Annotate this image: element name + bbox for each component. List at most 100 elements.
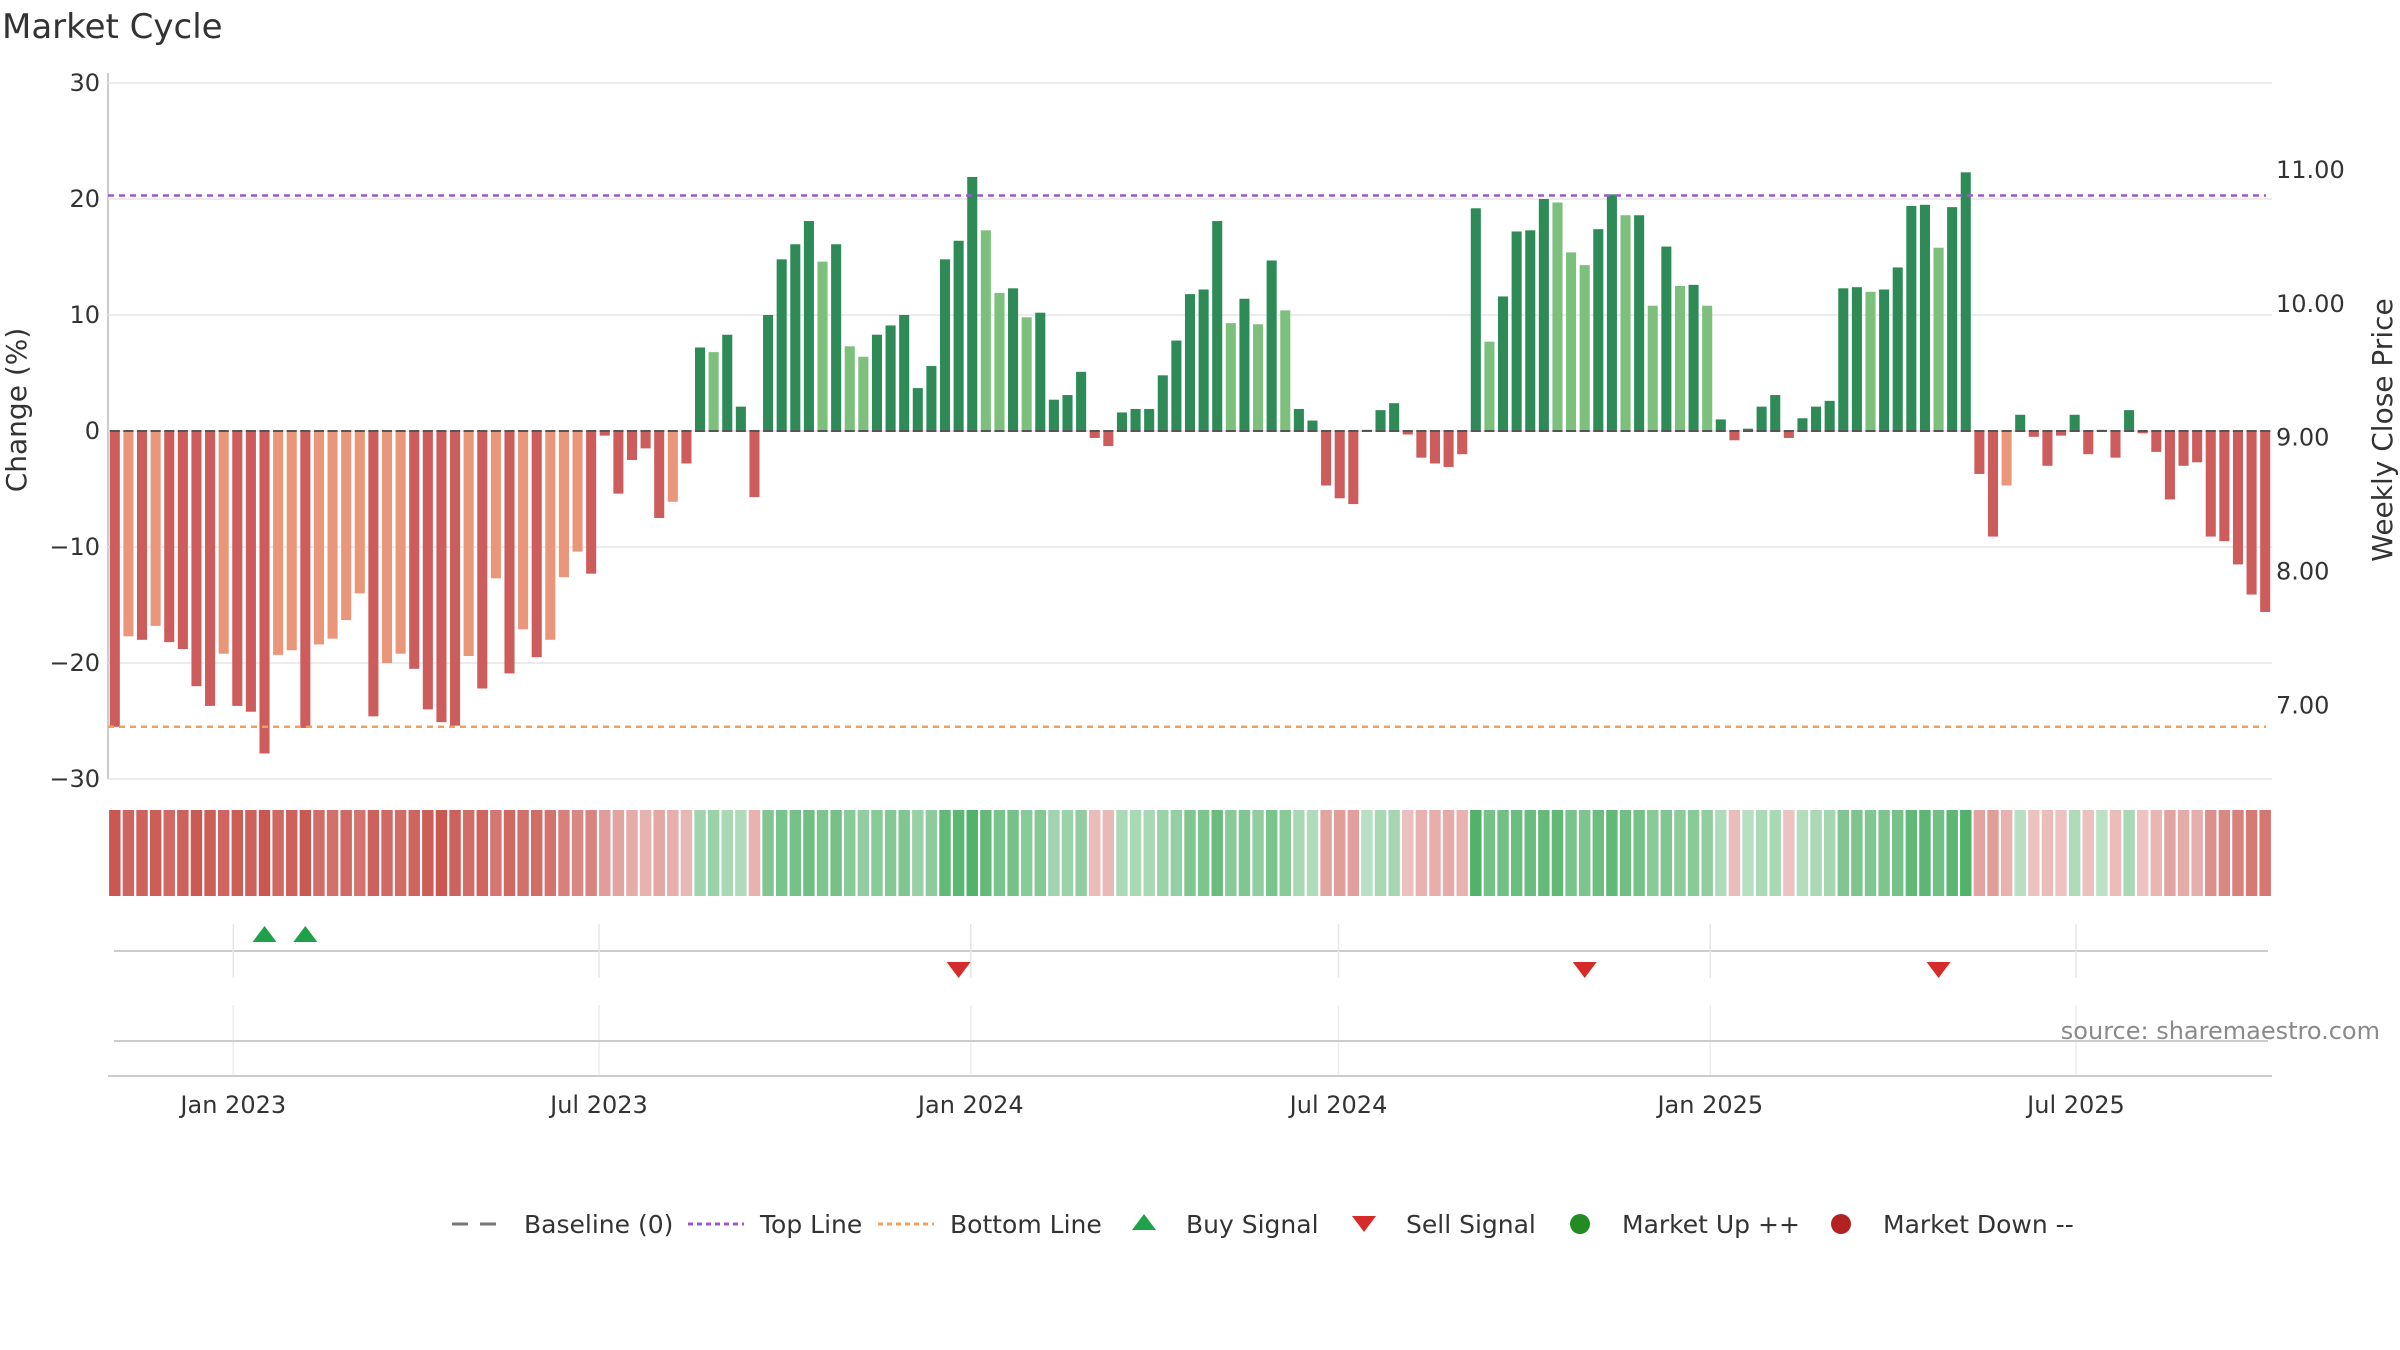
legend-swatch bbox=[1570, 1214, 1590, 1234]
baseline-segment bbox=[1702, 430, 1713, 432]
change-bar bbox=[1811, 406, 1822, 431]
baseline-segment bbox=[1402, 430, 1413, 432]
baseline-segment bbox=[232, 430, 243, 432]
baseline-segment bbox=[286, 430, 297, 432]
x-axis-ticks: Jan 2023 Jul 2023 Jan 2024 Jul 2024 Jan 2025… bbox=[178, 1091, 2124, 1119]
x-tick-label: Jul 2025 bbox=[2025, 1091, 2125, 1119]
change-bar bbox=[1688, 284, 1699, 431]
change-bar bbox=[1634, 215, 1645, 431]
baseline-segment bbox=[654, 430, 665, 432]
band-cell bbox=[326, 810, 339, 896]
band-cell bbox=[1728, 810, 1741, 896]
change-bar bbox=[586, 431, 597, 574]
band-cell bbox=[1116, 810, 1128, 896]
change-bar bbox=[354, 431, 365, 594]
baseline-segment bbox=[912, 430, 923, 432]
change-bar bbox=[490, 431, 501, 579]
change-bar bbox=[1538, 199, 1549, 431]
baseline-segment bbox=[354, 430, 365, 432]
baseline-segment bbox=[1116, 430, 1127, 432]
baseline-segment bbox=[1443, 430, 1454, 432]
baseline-segment bbox=[245, 430, 256, 432]
band-cell bbox=[381, 810, 393, 896]
baseline-segment bbox=[1375, 430, 1386, 432]
band-cell bbox=[871, 810, 883, 896]
baseline-segment bbox=[136, 430, 148, 432]
change-bar bbox=[1457, 431, 1468, 455]
baseline-segment bbox=[790, 430, 801, 432]
change-bar bbox=[1620, 215, 1631, 431]
x-tick-label: Jul 2023 bbox=[548, 1091, 648, 1119]
change-bar bbox=[422, 431, 433, 710]
change-bar bbox=[1429, 431, 1441, 464]
band-cell bbox=[1034, 810, 1047, 896]
change-bar bbox=[572, 431, 583, 552]
baseline-segment bbox=[2164, 430, 2175, 432]
baseline-segment bbox=[2192, 430, 2203, 432]
change-bar bbox=[1307, 420, 1318, 431]
change-bar bbox=[1579, 265, 1590, 431]
band-cell bbox=[1225, 810, 1237, 896]
baseline-segment bbox=[1511, 430, 1522, 432]
baseline-segment bbox=[1933, 430, 1944, 432]
band-cell bbox=[1796, 810, 1809, 896]
band-cell bbox=[816, 810, 829, 896]
change-bar bbox=[1838, 288, 1849, 431]
band-cell bbox=[789, 810, 802, 896]
legend-label: Top Line bbox=[759, 1210, 862, 1239]
band-cell bbox=[2000, 810, 2013, 896]
band-cell bbox=[286, 810, 298, 896]
change-bar bbox=[368, 431, 379, 717]
change-bar bbox=[1484, 341, 1495, 431]
band-cell bbox=[1619, 810, 1632, 896]
band-cell bbox=[1361, 810, 1373, 896]
band-cell bbox=[1674, 810, 1686, 896]
baseline-segment bbox=[681, 430, 692, 432]
change-bar bbox=[626, 431, 638, 460]
band-cell bbox=[2014, 810, 2026, 896]
baseline-segment bbox=[953, 430, 964, 432]
band-cell bbox=[258, 810, 271, 896]
baseline-segment bbox=[518, 430, 529, 432]
band-cell bbox=[2150, 810, 2163, 896]
change-bar bbox=[1783, 431, 1794, 438]
baseline-segment bbox=[1538, 430, 1549, 432]
band-cell bbox=[2082, 810, 2094, 896]
empty-panel bbox=[108, 1005, 2272, 1077]
baseline-segment bbox=[1552, 430, 1563, 432]
baseline-segment bbox=[749, 430, 760, 432]
change-bar bbox=[1008, 288, 1019, 431]
change-bar bbox=[2232, 431, 2244, 565]
change-bar bbox=[1552, 202, 1563, 431]
band-cell bbox=[1742, 810, 1754, 896]
band-cell bbox=[612, 810, 625, 896]
change-bar bbox=[286, 431, 297, 651]
baseline-segment bbox=[899, 430, 910, 432]
baseline-segment bbox=[1497, 430, 1509, 432]
baseline-segment bbox=[871, 430, 883, 432]
baseline-segment bbox=[205, 430, 216, 432]
baseline-segment bbox=[477, 430, 488, 432]
legend-label: Sell Signal bbox=[1406, 1210, 1536, 1239]
change-bar bbox=[1797, 418, 1808, 431]
change-bar bbox=[953, 240, 964, 431]
y-tick-label: −10 bbox=[49, 533, 100, 561]
band-cell bbox=[952, 810, 965, 896]
change-bar bbox=[2219, 431, 2230, 542]
baseline-segment bbox=[259, 430, 270, 432]
sentiment-band bbox=[109, 810, 2271, 896]
baseline-segment bbox=[1674, 430, 1685, 432]
band-cell bbox=[803, 810, 815, 896]
change-bar bbox=[1198, 289, 1209, 431]
band-cell bbox=[1524, 810, 1536, 896]
band-cell bbox=[2028, 810, 2040, 896]
change-bar bbox=[1892, 267, 1903, 431]
baseline-segment bbox=[1239, 430, 1250, 432]
y2-tick-label: 10.00 bbox=[2276, 290, 2345, 318]
change-bar bbox=[109, 431, 120, 727]
change-bar bbox=[327, 431, 338, 639]
band-cell bbox=[1483, 810, 1496, 896]
baseline-segment bbox=[300, 430, 311, 432]
change-bar bbox=[1103, 431, 1114, 447]
change-bar bbox=[136, 431, 148, 640]
